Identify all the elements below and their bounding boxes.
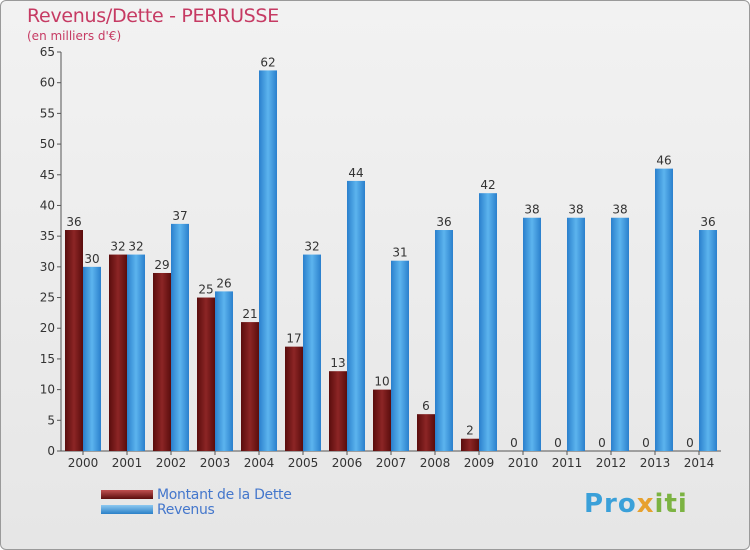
y-tick-label: 45 <box>40 168 55 182</box>
value-label-dette: 29 <box>154 258 169 272</box>
x-tick-label: 2003 <box>200 456 231 470</box>
bar-dette <box>109 254 127 451</box>
x-tick-label: 2011 <box>552 456 583 470</box>
value-label-revenus: 44 <box>348 166 363 180</box>
bar-revenus <box>347 180 365 451</box>
value-label-dette: 2 <box>466 424 474 438</box>
value-label-revenus: 36 <box>700 215 715 229</box>
bar-chart: 0510152025303540455055606520003630200132… <box>40 45 721 470</box>
y-tick-label: 40 <box>40 198 55 212</box>
bar-dette <box>241 322 259 451</box>
logo-part-1: Pro <box>584 489 637 519</box>
value-label-dette: 6 <box>422 399 430 413</box>
y-tick-label: 20 <box>40 321 55 335</box>
value-label-revenus: 46 <box>656 154 671 168</box>
bar-dette <box>65 230 83 451</box>
value-label-revenus: 38 <box>568 203 583 217</box>
value-label-dette: 21 <box>242 307 257 321</box>
value-label-dette: 10 <box>374 375 389 389</box>
y-tick-label: 10 <box>40 383 55 397</box>
value-label-revenus: 62 <box>260 55 275 69</box>
x-tick-label: 2000 <box>68 456 99 470</box>
bar-revenus <box>127 254 145 451</box>
bar-revenus <box>699 230 717 451</box>
legend-swatch-dette <box>101 490 153 499</box>
bar-revenus <box>479 193 497 451</box>
x-tick-label: 2001 <box>112 456 143 470</box>
x-tick-label: 2008 <box>420 456 451 470</box>
value-label-revenus: 42 <box>480 178 495 192</box>
bar-dette <box>285 346 303 451</box>
x-tick-label: 2007 <box>376 456 407 470</box>
y-tick-label: 35 <box>40 229 55 243</box>
chart-subtitle: (en milliers d'€) <box>27 29 122 43</box>
bar-dette <box>153 272 171 451</box>
bar-revenus <box>215 291 233 451</box>
value-label-revenus: 32 <box>128 240 143 254</box>
legend-swatch-revenus <box>101 505 153 514</box>
bar-dette <box>329 371 347 451</box>
x-tick-label: 2004 <box>244 456 275 470</box>
value-label-revenus: 31 <box>392 246 407 260</box>
bar-revenus <box>171 223 189 451</box>
value-label-revenus: 26 <box>216 276 231 290</box>
logo-part-3: iti <box>654 489 688 519</box>
value-label-revenus: 37 <box>172 209 187 223</box>
bar-dette <box>197 297 215 451</box>
value-label-dette: 13 <box>330 356 345 370</box>
x-tick-label: 2012 <box>596 456 627 470</box>
bar-revenus <box>655 168 673 451</box>
x-tick-label: 2014 <box>684 456 715 470</box>
y-tick-label: 60 <box>40 76 55 90</box>
y-tick-label: 30 <box>40 260 55 274</box>
bar-revenus <box>259 70 277 452</box>
value-label-dette: 0 <box>686 436 694 450</box>
x-tick-label: 2010 <box>508 456 539 470</box>
y-tick-label: 65 <box>40 45 55 59</box>
value-label-dette: 32 <box>110 240 125 254</box>
value-label-dette: 25 <box>198 283 213 297</box>
legend-item-dette: Montant de la Dette <box>101 486 292 503</box>
y-tick-label: 55 <box>40 106 55 120</box>
bar-revenus <box>611 217 629 451</box>
bar-revenus <box>523 217 541 451</box>
chart-title: Revenus/Dette - PERRUSSE <box>27 5 279 27</box>
x-tick-label: 2002 <box>156 456 187 470</box>
bar-revenus <box>435 230 453 451</box>
value-label-revenus: 32 <box>304 240 319 254</box>
logo-part-2: x <box>636 489 655 519</box>
value-label-dette: 0 <box>554 436 562 450</box>
value-label-dette: 0 <box>510 436 518 450</box>
legend: Montant de la Dette Revenus <box>101 486 292 518</box>
bar-revenus <box>567 217 585 451</box>
y-tick-label: 25 <box>40 291 55 305</box>
legend-label-dette: Montant de la Dette <box>157 486 292 503</box>
bar-revenus <box>303 254 321 451</box>
bar-revenus <box>83 266 101 451</box>
value-label-revenus: 38 <box>524 203 539 217</box>
legend-item-revenus: Revenus <box>101 501 292 518</box>
x-tick-label: 2009 <box>464 456 495 470</box>
value-label-revenus: 30 <box>84 252 99 266</box>
value-label-dette: 0 <box>642 436 650 450</box>
y-tick-label: 15 <box>40 352 55 366</box>
y-tick-label: 5 <box>47 413 55 427</box>
bar-dette <box>417 414 435 451</box>
value-label-dette: 0 <box>598 436 606 450</box>
x-tick-label: 2005 <box>288 456 319 470</box>
x-tick-label: 2013 <box>640 456 671 470</box>
legend-label-revenus: Revenus <box>157 501 215 518</box>
value-label-revenus: 36 <box>436 215 451 229</box>
y-tick-label: 50 <box>40 137 55 151</box>
proxiti-logo: Proxiti <box>584 489 688 519</box>
y-tick-label: 0 <box>47 444 55 458</box>
bar-dette <box>461 438 479 451</box>
bar-revenus <box>391 260 409 451</box>
bar-dette <box>373 389 391 451</box>
x-tick-label: 2006 <box>332 456 363 470</box>
value-label-revenus: 38 <box>612 203 627 217</box>
value-label-dette: 17 <box>286 332 301 346</box>
value-label-dette: 36 <box>66 215 81 229</box>
